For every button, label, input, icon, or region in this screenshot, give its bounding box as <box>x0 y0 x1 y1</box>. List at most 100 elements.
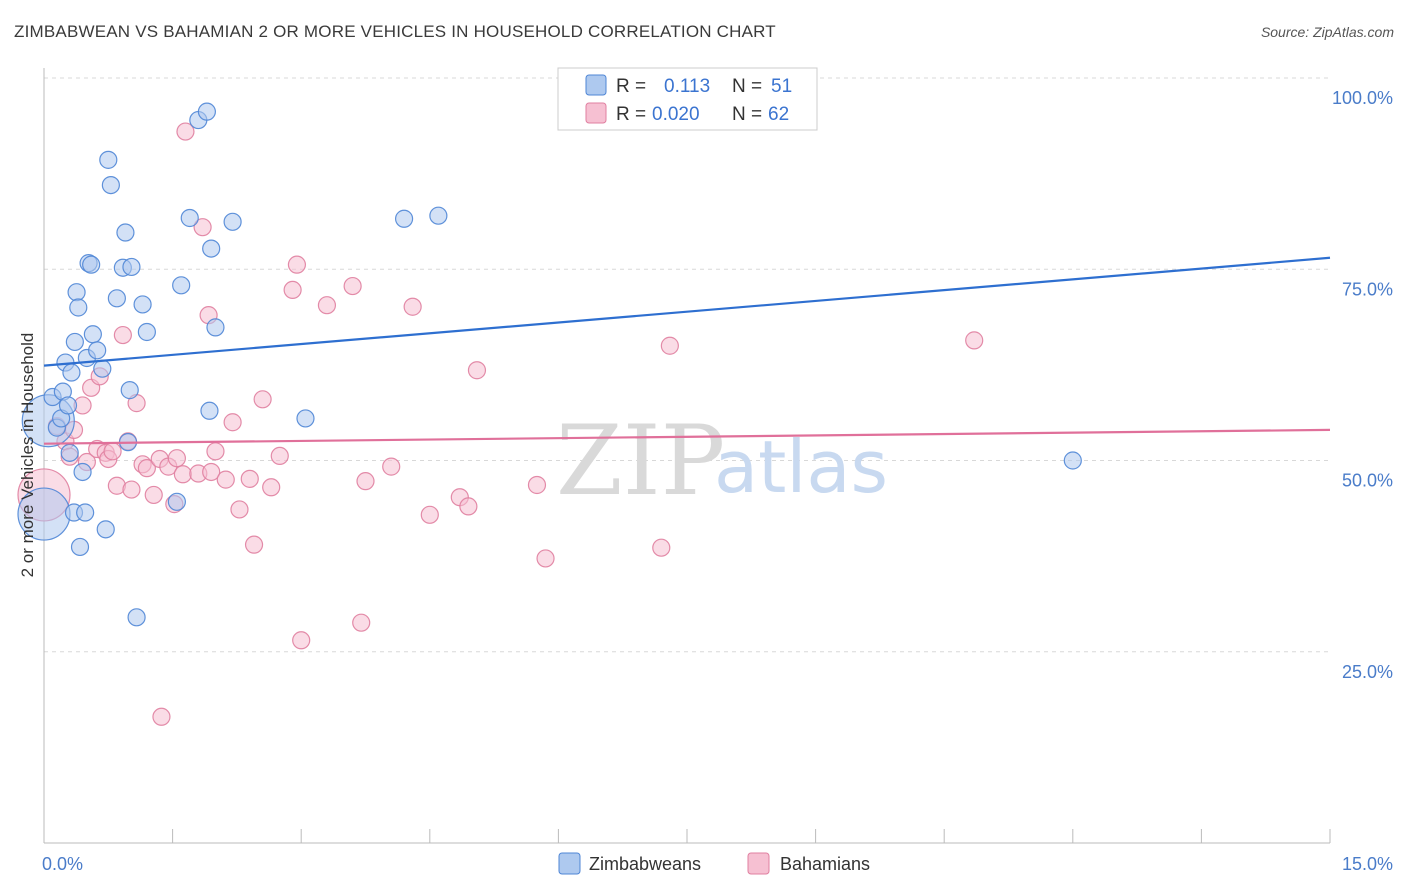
zimbabweans-point-21 <box>88 341 107 360</box>
legend-zimbabweans: Zimbabweans <box>589 854 701 874</box>
legend-r-value-1: 0.113 <box>664 76 710 97</box>
y-tick-label-50: 50.0% <box>1342 471 1393 491</box>
zimbabweans-point-13 <box>69 298 88 317</box>
watermark-zip: ZIP <box>556 405 725 517</box>
zimbabweans-point-42 <box>206 318 225 337</box>
zimbabweans-point-40 <box>200 401 219 420</box>
bahamians-point-57 <box>660 336 679 355</box>
axes <box>43 68 1331 844</box>
zimbabweans-point-20 <box>83 325 102 344</box>
bahamians-point-41 <box>283 280 302 300</box>
zimbabweans-trend-line <box>43 256 1331 367</box>
legend-n-value-2: 62 <box>768 104 789 125</box>
zimbabweans-point-22 <box>93 359 112 378</box>
bahamians-point-44 <box>317 296 337 315</box>
bahamians-point-16 <box>122 480 141 499</box>
bahamians-point-54 <box>527 475 547 495</box>
zimbabweans-point-14 <box>70 537 90 557</box>
bahamians-point-56 <box>652 538 671 557</box>
bahamians-point-26 <box>173 465 192 484</box>
legend-n-label-2: N = <box>732 104 762 125</box>
legend-n-label-1: N = <box>732 76 762 97</box>
bahamians-point-36 <box>240 469 259 488</box>
zimbabweans-points <box>17 102 1082 627</box>
zimbabweans-point-32 <box>127 608 146 627</box>
zimbabweans-point-35 <box>167 492 186 511</box>
bahamians-point-50 <box>420 505 439 524</box>
bahamians-point-47 <box>356 472 375 491</box>
zimbabweans-point-24 <box>99 150 118 169</box>
bahamians-point-12 <box>103 442 122 461</box>
x-tick-label-min: 0.0% <box>42 854 83 874</box>
zimbabweans-point-45 <box>394 209 414 228</box>
y-tick-labels: 25.0% 50.0% 75.0% 100.0% <box>1332 88 1393 682</box>
zimbabweans-point-43 <box>223 212 242 231</box>
zimbabweans-point-7 <box>58 396 78 415</box>
y-axis-label: 2 or more Vehicles in Household <box>18 333 37 578</box>
legend-r-label-2: R = <box>616 104 646 125</box>
bahamians-point-20 <box>144 485 163 505</box>
trend-lines <box>43 256 1331 445</box>
bahamians-point-58 <box>965 331 984 350</box>
legend-zimbabweans-swatch <box>558 852 581 875</box>
zimbabweans-point-9 <box>62 363 81 382</box>
bahamians-point-27 <box>176 122 195 141</box>
bahamians-point-33 <box>216 470 235 489</box>
grid-lines <box>44 77 1330 653</box>
bahamians-point-48 <box>382 457 401 476</box>
bahamians-point-32 <box>206 442 225 461</box>
zimbabweans-point-12 <box>67 283 86 302</box>
zimbabweans-point-46 <box>429 206 448 225</box>
zimbabweans-point-16 <box>76 503 95 522</box>
bahamians-point-40 <box>270 446 289 466</box>
legend-bahamians: Bahamians <box>780 854 870 874</box>
watermark-atlas: atlas <box>714 425 888 509</box>
bahamians-point-25 <box>167 449 186 468</box>
bahamians-point-45 <box>343 276 362 296</box>
bahamians-point-14 <box>113 325 132 345</box>
bahamians-point-43 <box>292 631 311 650</box>
bahamians-point-37 <box>244 535 264 554</box>
zimbabweans-point-41 <box>202 239 221 258</box>
bahamians-point-53 <box>467 361 487 380</box>
bahamians-point-38 <box>253 390 272 409</box>
stats-legend: R = 0.113 N = 51 R = 0.020 N = 62 <box>557 67 818 131</box>
legend-r-label-1: R = <box>616 76 646 97</box>
y-tick-label-25: 25.0% <box>1342 662 1393 682</box>
bahamians-point-22 <box>152 707 171 726</box>
zimbabweans-point-39 <box>197 102 216 121</box>
zimbabweans-point-26 <box>107 289 126 308</box>
bahamians-point-55 <box>536 549 555 568</box>
zimbabweans-point-11 <box>65 332 84 352</box>
legend-n-value-1: 51 <box>771 76 792 97</box>
zimbabweans-point-15 <box>73 462 92 482</box>
zimbabweans-point-37 <box>180 208 199 228</box>
zimbabweans-point-33 <box>133 295 152 314</box>
x-tick-label-max: 15.0% <box>1342 854 1393 874</box>
zimbabweans-point-34 <box>137 322 156 342</box>
bahamians-point-39 <box>262 478 281 497</box>
chart-title: ZIMBABWEAN VS BAHAMIAN 2 OR MORE VEHICLE… <box>14 22 776 41</box>
zimbabweans-point-47 <box>1063 451 1082 470</box>
zimbabweans-point-44 <box>296 409 315 428</box>
zimbabweans-point-31 <box>122 257 141 277</box>
bahamians-point-34 <box>223 413 242 432</box>
legend-swatch-pink <box>585 102 607 124</box>
source-credit: Source: ZipAtlas.com <box>1260 24 1394 40</box>
legend-bahamians-swatch <box>747 852 770 875</box>
bahamians-point-31 <box>202 462 221 482</box>
zimbabweans-point-8 <box>60 443 79 462</box>
zimbabweans-point-28 <box>116 223 135 242</box>
zimbabweans-point-19 <box>82 255 101 274</box>
bahamians-point-46 <box>352 613 371 632</box>
series-legend: Zimbabweans Bahamians <box>558 852 870 875</box>
bahamians-point-19 <box>137 459 156 478</box>
bahamians-point-49 <box>403 297 422 316</box>
bahamians-trend-line <box>43 428 1331 445</box>
zimbabweans-point-25 <box>101 176 120 195</box>
zimbabweans-point-30 <box>120 381 139 400</box>
bahamians-point-52 <box>459 497 478 516</box>
zimbabweans-point-23 <box>96 520 115 539</box>
legend-swatch-blue <box>585 74 607 96</box>
